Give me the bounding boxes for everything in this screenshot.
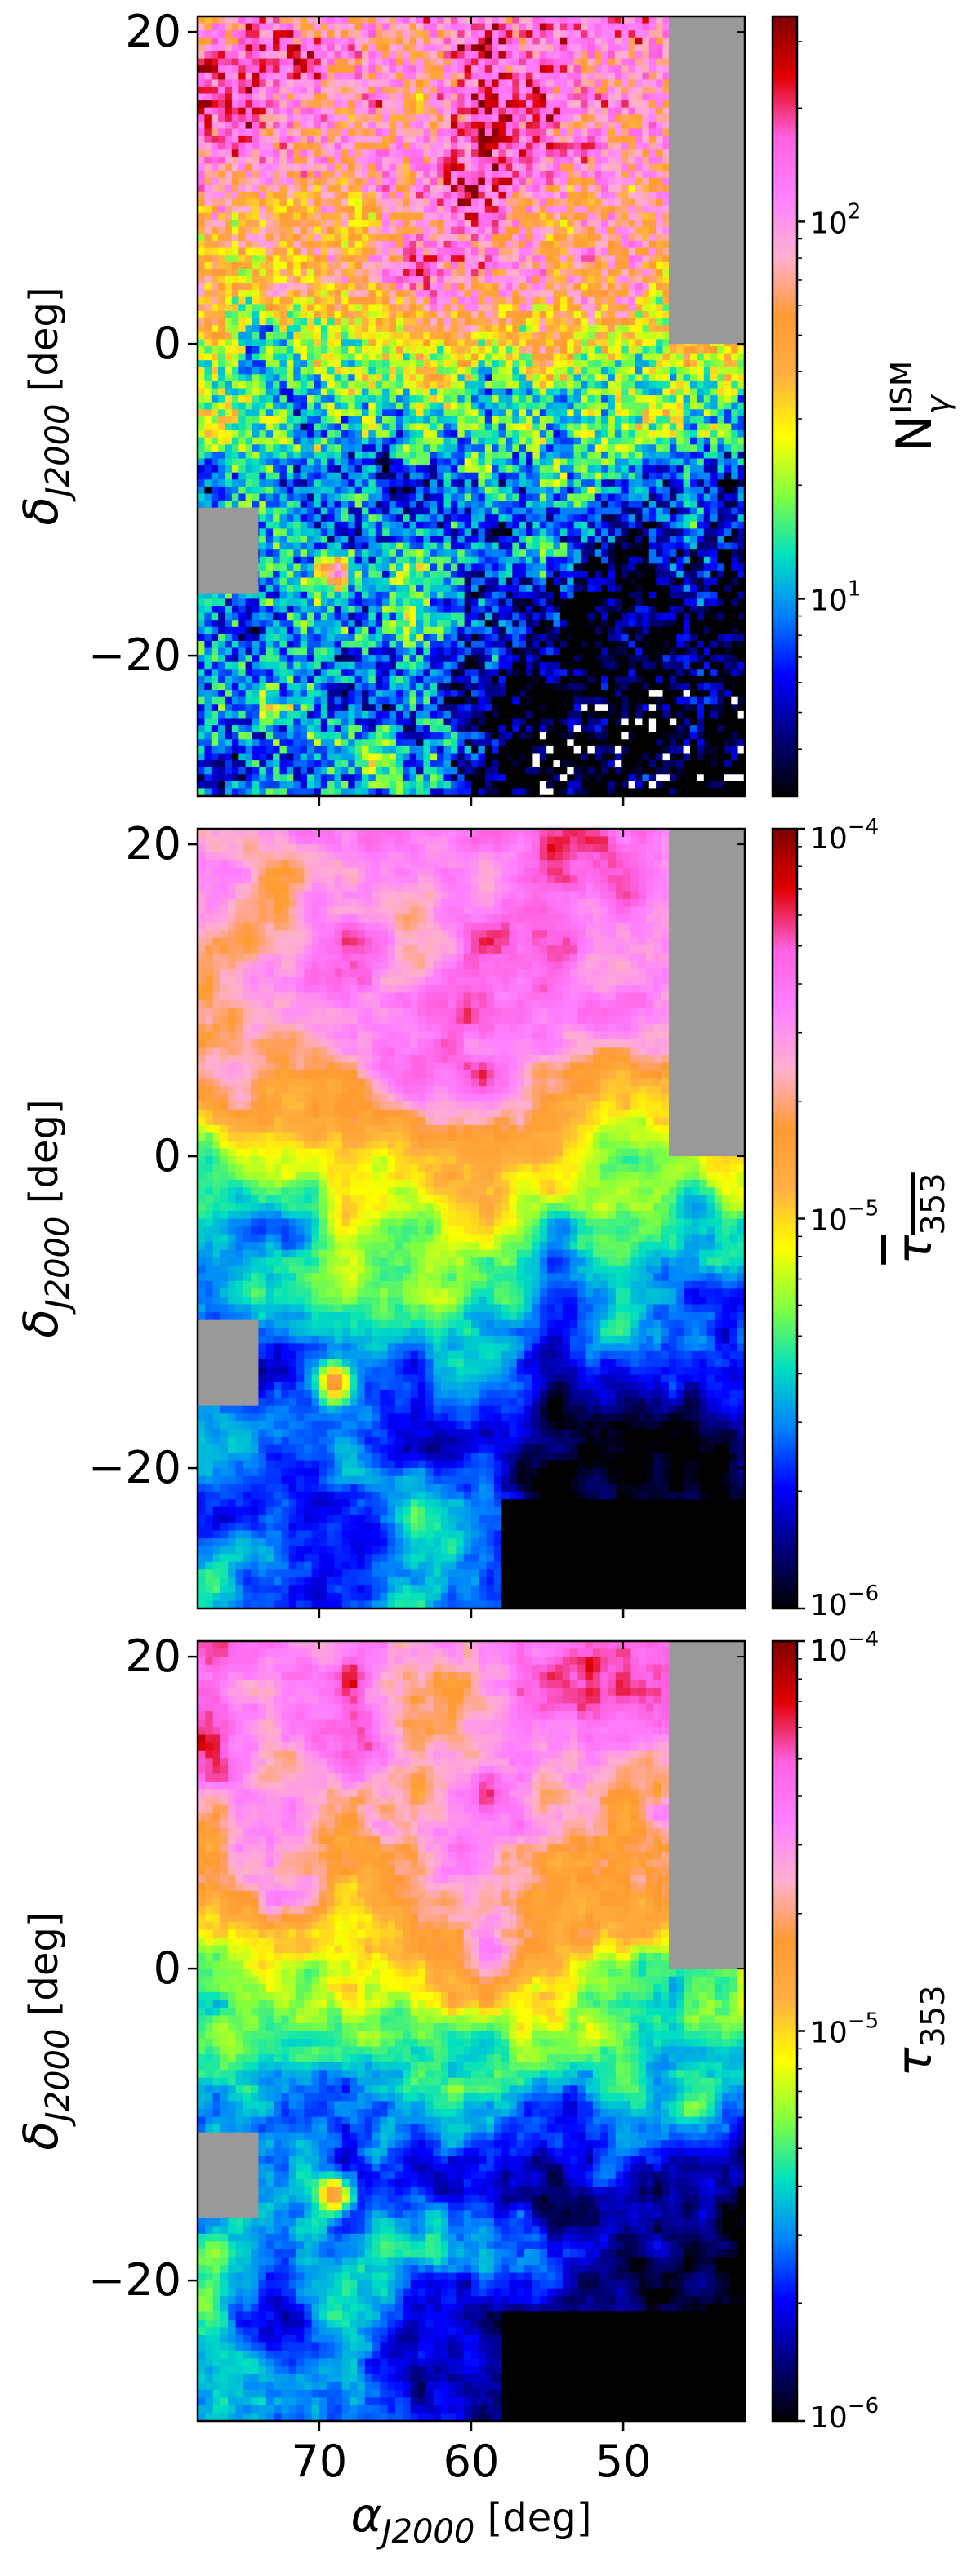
y-tick-label: −20 xyxy=(88,630,181,681)
heatmap-bottom xyxy=(198,1641,745,2421)
y-tick-label: 20 xyxy=(125,818,181,870)
colorbar-bottom: 10−6 10−5 10−4 τ353 xyxy=(771,1627,952,2435)
masked-region-1 xyxy=(668,829,745,1157)
colorbar-tick-label: 10−5 xyxy=(810,2009,879,2050)
colorbar-tick-label: 10−5 xyxy=(810,1197,879,1238)
masked-region-1 xyxy=(668,1641,745,1969)
x-tick-label: 60 xyxy=(443,2436,500,2487)
masked-region-2 xyxy=(198,1319,259,1406)
y-axis-label: δJ2000 [deg] xyxy=(13,1911,77,2150)
colorbar-middle: 10−6 10−5 10−4 τ353 xyxy=(771,815,952,1622)
y-tick-label: 0 xyxy=(154,318,181,369)
colorbar-tick-label: 101 xyxy=(810,576,861,617)
y-tick-label: 20 xyxy=(125,1631,181,1682)
y-tick-label: 0 xyxy=(154,1942,181,1994)
x-tick-label: 70 xyxy=(292,2436,348,2487)
masked-region-1 xyxy=(668,16,745,345)
colorbar-tick-label: 10−6 xyxy=(810,1582,879,1622)
colorbar-label: NγISM xyxy=(885,361,957,452)
colorbar-label: τ353 xyxy=(886,1985,952,2076)
colorbar-gradient xyxy=(771,1639,799,2423)
y-tick-label: −20 xyxy=(88,1442,181,1493)
x-axis-label: αJ2000 [deg] xyxy=(350,2487,591,2551)
y-tick-label: −20 xyxy=(88,2254,181,2306)
colorbar-tick-label: 10−6 xyxy=(810,2394,879,2435)
colorbar-tick-label: 10−4 xyxy=(810,815,879,856)
heatmap-top xyxy=(198,16,745,796)
panel-top: 20 0 −20 δJ2000 [deg] 101 102 NγISM xyxy=(13,6,957,806)
y-tick-label: 20 xyxy=(125,6,181,57)
y-tick-label: 0 xyxy=(154,1130,181,1181)
colorbar-label: τ353 xyxy=(886,1172,952,1264)
colorbar-tick-label: 102 xyxy=(810,199,861,240)
masked-region-2 xyxy=(198,2132,259,2218)
colorbar-top: 101 102 NγISM xyxy=(771,15,957,798)
masked-region-2 xyxy=(198,507,259,594)
x-tick-label: 50 xyxy=(595,2436,652,2487)
colorbar-gradient xyxy=(771,15,799,798)
colorbar-tick-label: 10−4 xyxy=(810,1627,879,1668)
heatmap-middle xyxy=(198,829,745,1608)
panel-bottom: 20 0 −20 70 60 50 δJ2000 [deg] αJ2000 [deg] 10−6… xyxy=(13,1627,952,2551)
panel-middle: 20 0 −20 δJ2000 [deg] 10−6 10−5 10−4 τ353 xyxy=(13,815,952,1622)
colorbar-gradient xyxy=(771,827,799,1610)
y-axis-label: δJ2000 [deg] xyxy=(13,1099,77,1337)
y-axis-label: δJ2000 [deg] xyxy=(13,287,77,525)
